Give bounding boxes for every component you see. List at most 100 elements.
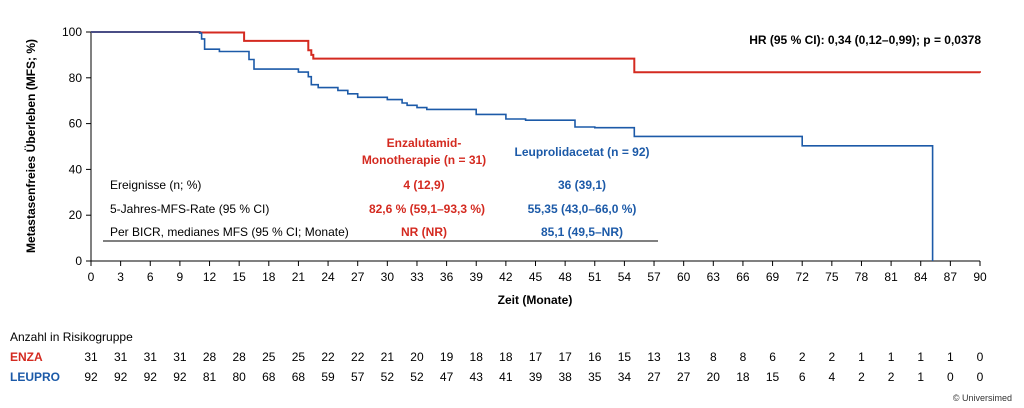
y-tick-label: 60 <box>69 117 83 131</box>
risk-value-leupro: 27 <box>677 370 691 384</box>
x-tick-label: 48 <box>558 270 572 284</box>
risk-value-leupro: 34 <box>618 370 632 384</box>
survival-curves <box>91 31 981 261</box>
x-tick-label: 87 <box>944 270 958 284</box>
risk-value-leupro: 59 <box>321 370 335 384</box>
x-tick-label: 75 <box>825 270 839 284</box>
risk-value-leupro: 0 <box>947 370 954 384</box>
stats-col-leupro: Leuprolidacetat (n = 92) <box>514 145 649 159</box>
x-tick-label: 57 <box>647 270 661 284</box>
risk-value-enza: 1 <box>888 350 895 364</box>
stats-col-enza-line2: Monotherapie (n = 31) <box>362 153 486 167</box>
risk-value-leupro: 68 <box>292 370 306 384</box>
risk-value-enza: 0 <box>977 350 984 364</box>
risk-value-enza: 31 <box>173 350 187 364</box>
x-tick-label: 9 <box>177 270 184 284</box>
x-tick-label: 72 <box>796 270 810 284</box>
risk-value-leupro: 6 <box>799 370 806 384</box>
risk-value-leupro: 20 <box>707 370 721 384</box>
risk-value-enza: 1 <box>858 350 865 364</box>
x-tick-label: 54 <box>618 270 632 284</box>
risk-value-enza: 2 <box>799 350 806 364</box>
risk-value-leupro: 1 <box>917 370 924 384</box>
risk-value-leupro: 39 <box>529 370 543 384</box>
x-tick-label: 60 <box>677 270 691 284</box>
y-tick-label: 100 <box>62 25 82 39</box>
risk-value-enza: 17 <box>529 350 543 364</box>
risk-value-leupro: 92 <box>144 370 158 384</box>
risk-row-label-enza: ENZA <box>10 350 43 364</box>
risk-value-enza: 17 <box>558 350 572 364</box>
x-axis-title: Zeit (Monate) <box>498 293 573 307</box>
risk-value-enza: 22 <box>351 350 365 364</box>
y-tick-label: 20 <box>69 208 83 222</box>
risk-value-leupro: 43 <box>470 370 484 384</box>
risk-value-leupro: 0 <box>977 370 984 384</box>
risk-value-leupro: 47 <box>440 370 454 384</box>
hazard-ratio-annotation: HR (95 % CI): 0,34 (0,12–0,99); p = 0,03… <box>749 33 981 47</box>
x-tick-label: 6 <box>147 270 154 284</box>
risk-value-enza: 1 <box>917 350 924 364</box>
x-tick-label: 78 <box>855 270 869 284</box>
x-tick-label: 0 <box>88 270 95 284</box>
risk-value-leupro: 2 <box>858 370 865 384</box>
stats-row-label: Per BICR, medianes MFS (95 % CI; Monate) <box>110 225 349 239</box>
risk-value-leupro: 27 <box>647 370 661 384</box>
x-tick-label: 63 <box>707 270 721 284</box>
y-tick-label: 80 <box>69 71 83 85</box>
risk-value-leupro: 41 <box>499 370 513 384</box>
x-tick-label: 21 <box>292 270 306 284</box>
risk-value-enza: 20 <box>410 350 424 364</box>
risk-value-leupro: 68 <box>262 370 276 384</box>
risk-value-leupro: 81 <box>203 370 217 384</box>
x-tick-label: 81 <box>884 270 898 284</box>
risk-value-leupro: 35 <box>588 370 602 384</box>
x-tick-label: 90 <box>973 270 987 284</box>
x-tick-label: 36 <box>440 270 454 284</box>
risk-value-leupro: 2 <box>888 370 895 384</box>
y-tick-label: 0 <box>75 254 82 268</box>
stats-row-enza-value: NR (NR) <box>401 225 447 239</box>
stats-row-label: 5-Jahres-MFS-Rate (95 % CI) <box>110 202 269 216</box>
stats-row-leupro-value: 85,1 (49,5–NR) <box>541 225 623 239</box>
leupro-survival-curve <box>91 31 934 261</box>
risk-value-enza: 13 <box>677 350 691 364</box>
risk-value-enza: 28 <box>203 350 217 364</box>
x-tick-label: 69 <box>766 270 780 284</box>
enza-survival-curve <box>91 31 981 74</box>
x-tick-label: 66 <box>736 270 750 284</box>
stats-row-enza-value: 4 (12,9) <box>403 178 444 192</box>
x-tick-label: 12 <box>203 270 217 284</box>
risk-value-enza: 16 <box>588 350 602 364</box>
x-tick-label: 27 <box>351 270 365 284</box>
x-tick-label: 42 <box>499 270 513 284</box>
x-tick-label: 33 <box>410 270 424 284</box>
risk-value-leupro: 52 <box>410 370 424 384</box>
risk-value-leupro: 92 <box>84 370 98 384</box>
risk-value-leupro: 52 <box>381 370 395 384</box>
risk-value-enza: 31 <box>84 350 98 364</box>
risk-value-enza: 31 <box>144 350 158 364</box>
risk-value-enza: 28 <box>232 350 246 364</box>
risk-value-leupro: 92 <box>173 370 187 384</box>
x-tick-label: 30 <box>381 270 395 284</box>
risk-value-leupro: 15 <box>766 370 780 384</box>
risk-value-enza: 25 <box>292 350 306 364</box>
y-tick-label: 40 <box>69 162 83 176</box>
risk-value-leupro: 4 <box>828 370 835 384</box>
risk-value-leupro: 80 <box>232 370 246 384</box>
x-tick-label: 15 <box>232 270 246 284</box>
stats-row-leupro-value: 55,35 (43,0–66,0 %) <box>528 202 637 216</box>
risk-value-enza: 13 <box>647 350 661 364</box>
x-tick-label: 39 <box>470 270 484 284</box>
risk-value-enza: 8 <box>740 350 747 364</box>
risk-value-leupro: 38 <box>558 370 572 384</box>
risk-values: 31 31 31 31 28 28 25 25 22 22 21 20 19 18 18 17 17 16 15 13… <box>84 350 983 384</box>
stats-table: Enzalutamid- Monotherapie (n = 31) Leupr… <box>103 136 658 242</box>
x-ticks: 0 3 6 9 12 15 18 21 24 27 30 33 36 39 42 45 48 51 54 57 60 63… <box>88 261 987 284</box>
risk-value-enza: 2 <box>828 350 835 364</box>
stats-row-label: Ereignisse (n; %) <box>110 178 201 192</box>
risk-value-enza: 19 <box>440 350 454 364</box>
risk-value-enza: 8 <box>710 350 717 364</box>
